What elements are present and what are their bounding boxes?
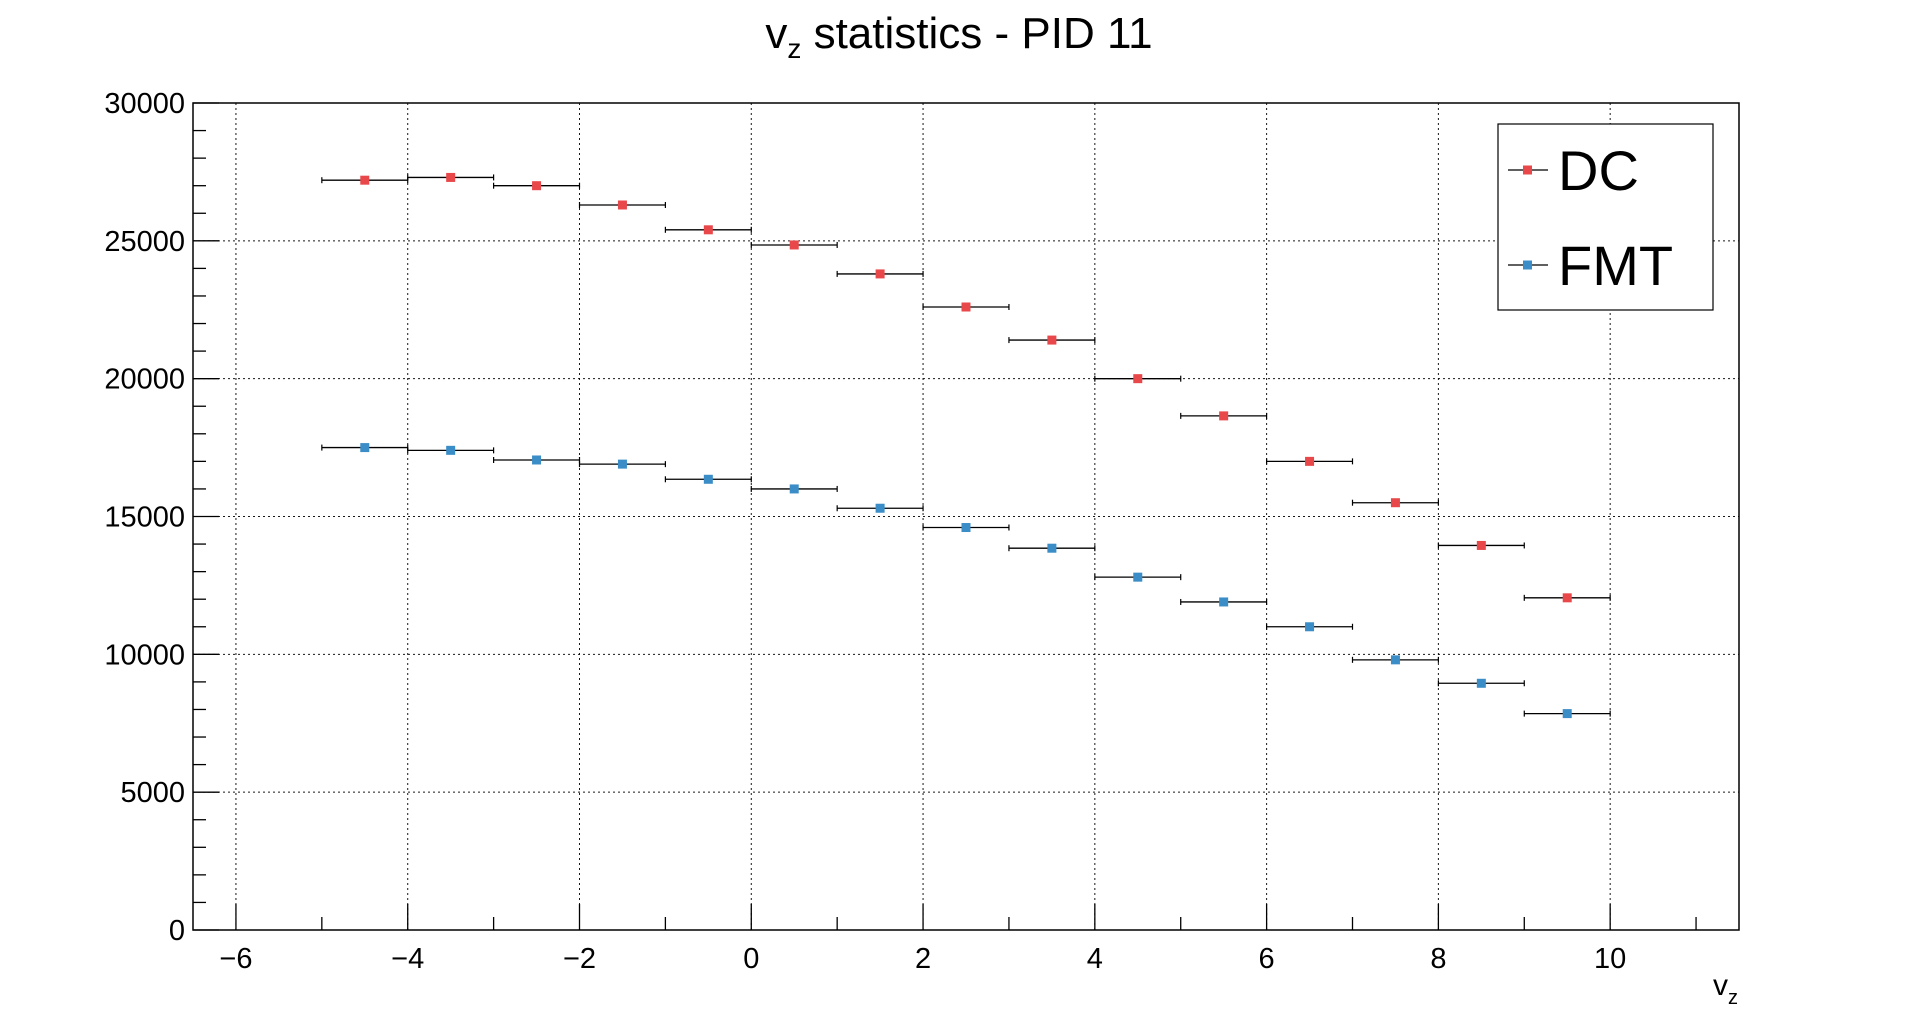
x-tick-label: 8	[1430, 943, 1446, 975]
data-point	[360, 443, 370, 453]
data-point	[703, 225, 713, 235]
y-tick-label: 0	[169, 915, 185, 947]
chart-title-rest: statistics - PID 11	[801, 9, 1152, 58]
legend-entry-fmt: FMT	[1508, 234, 1673, 297]
data-point	[617, 200, 627, 210]
x-tick-label: 6	[1259, 943, 1275, 975]
x-axis-label: vz	[1713, 969, 1738, 1009]
axis-tick-labels: −6 −4 −2 0 2 4 6 8 10 0 5000 10000 15000 20000 25000 30…	[104, 88, 1626, 975]
data-point	[1390, 498, 1400, 508]
data-point	[1047, 335, 1057, 345]
data-series	[321, 172, 1611, 719]
data-point	[1305, 456, 1315, 466]
data-point	[1476, 678, 1486, 688]
data-point	[1133, 572, 1143, 582]
x-axis-label-subscript: z	[1728, 987, 1738, 1009]
legend-marker	[1523, 165, 1532, 175]
chart-title: vz statistics - PID 11	[765, 9, 1152, 64]
data-point	[1133, 374, 1143, 384]
data-point	[961, 523, 971, 533]
data-point	[1562, 593, 1572, 603]
data-point	[532, 181, 542, 191]
y-tick-label: 10000	[104, 639, 185, 671]
data-point	[703, 474, 713, 484]
data-point	[446, 172, 456, 182]
data-point	[961, 302, 971, 312]
data-point	[789, 484, 799, 494]
data-point	[532, 455, 542, 465]
data-point	[875, 503, 885, 513]
legend-label: FMT	[1558, 234, 1673, 297]
series-dc	[321, 172, 1611, 603]
data-point	[1476, 540, 1486, 550]
legend-entry-dc: DC	[1508, 139, 1639, 202]
x-tick-label: 10	[1594, 943, 1626, 975]
data-point	[875, 269, 885, 279]
y-tick-label: 5000	[120, 777, 185, 809]
y-tick-label: 15000	[104, 502, 185, 534]
data-point	[1305, 622, 1315, 632]
data-point	[1047, 543, 1057, 553]
y-tick-label: 20000	[104, 364, 185, 396]
x-tick-label: 0	[743, 943, 759, 975]
legend-marker	[1523, 260, 1532, 270]
x-tick-label: 2	[915, 943, 931, 975]
legend-box	[1497, 123, 1714, 311]
data-point	[360, 175, 370, 185]
x-tick-label: 4	[1087, 943, 1103, 975]
data-point	[789, 240, 799, 250]
x-tick-label: −6	[219, 943, 252, 975]
legend-label: DC	[1558, 139, 1639, 202]
legend: DC FMT	[1497, 123, 1714, 311]
data-point	[1562, 709, 1572, 719]
chart-title-subscript: z	[787, 33, 801, 64]
y-tick-label: 30000	[104, 88, 185, 120]
series-fmt	[321, 443, 1611, 719]
data-point	[446, 445, 456, 455]
x-tick-label: −2	[563, 943, 596, 975]
data-point	[1219, 411, 1229, 421]
data-point	[617, 459, 627, 469]
axis-ticks	[193, 102, 1697, 931]
x-tick-label: −4	[391, 943, 424, 975]
data-point	[1219, 597, 1229, 607]
y-tick-label: 25000	[104, 226, 185, 258]
data-point	[1390, 655, 1400, 665]
